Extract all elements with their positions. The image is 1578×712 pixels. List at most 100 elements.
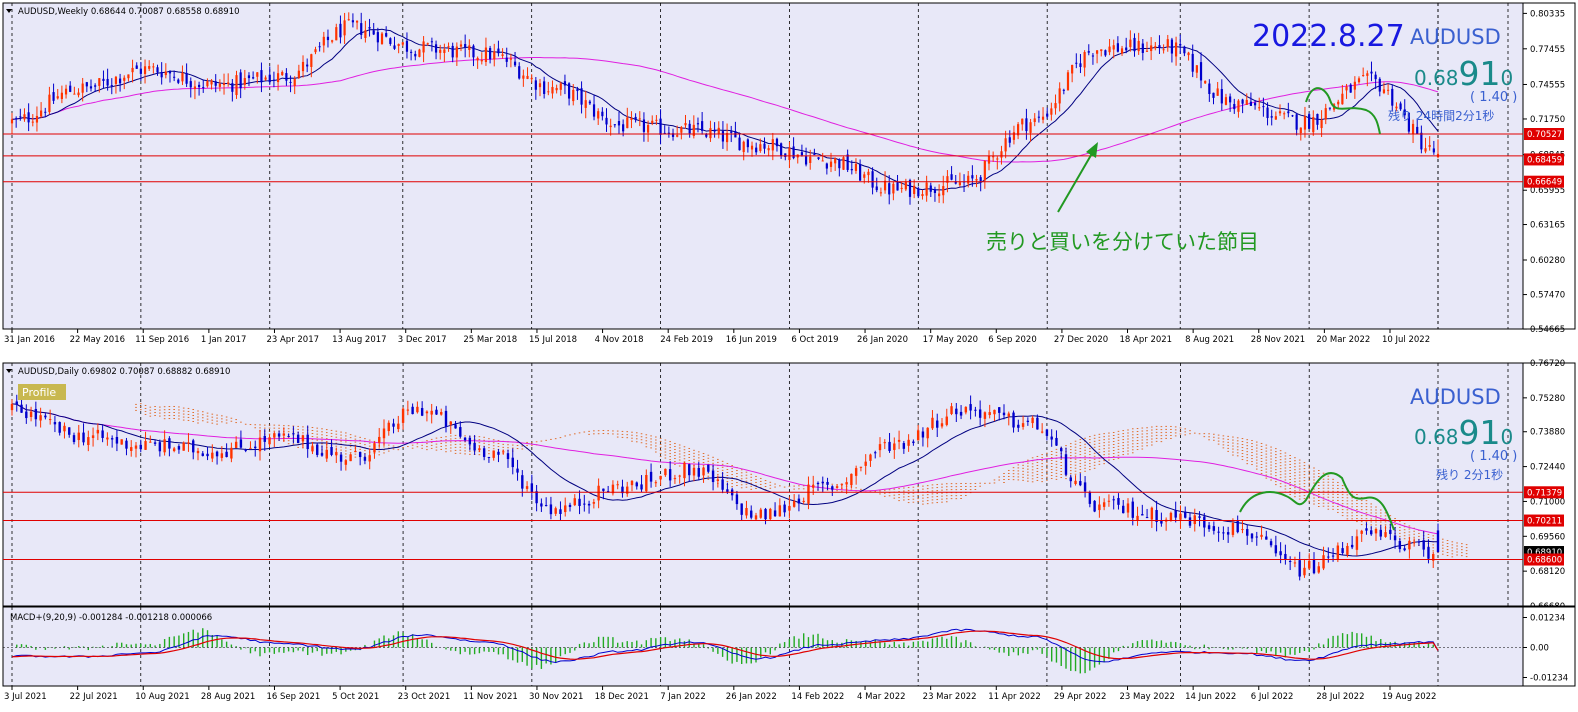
daily-cloud-dot xyxy=(1317,475,1320,477)
daily-cloud-dot xyxy=(945,489,948,491)
daily-cloud-dot xyxy=(1246,463,1249,465)
daily-cloud-dot xyxy=(664,445,667,447)
weekly-candle-body xyxy=(1154,46,1157,49)
daily-candle-body xyxy=(406,409,410,411)
daily-cloud-dot xyxy=(1384,515,1387,517)
daily-cloud-dot xyxy=(1241,453,1244,455)
daily-cloud-dot xyxy=(769,487,772,489)
daily-cloud-dot xyxy=(1155,437,1158,439)
daily-candle-body xyxy=(20,404,23,413)
daily-y-label: 0.76720 xyxy=(1530,359,1565,369)
daily-cloud-dot xyxy=(1303,477,1306,479)
daily-candle-body xyxy=(1131,501,1134,518)
weekly-candle-body xyxy=(1129,39,1132,48)
daily-cloud-dot xyxy=(1375,524,1377,526)
daily-cloud-dot xyxy=(192,409,195,411)
weekly-horizontal-levels[interactable] xyxy=(3,133,1523,183)
weekly-candle-body xyxy=(742,141,745,153)
daily-menu-triangle-icon[interactable] xyxy=(6,369,12,373)
daily-cloud-dot xyxy=(1432,535,1435,537)
daily-cloud-dot xyxy=(1117,436,1120,438)
daily-cloud-dot xyxy=(1375,506,1377,508)
weekly-candle-body xyxy=(110,85,113,87)
weekly-y-label: 0.57470 xyxy=(1530,291,1565,301)
daily-cloud-dot xyxy=(483,442,485,444)
daily-cloud-dot xyxy=(664,451,667,453)
daily-cloud-dot xyxy=(454,434,457,436)
daily-cloud-dot xyxy=(1313,500,1315,502)
daily-cloud-dot xyxy=(502,443,505,445)
daily-x-label: 23 Oct 2021 xyxy=(398,692,451,702)
daily-cloud-dot xyxy=(1303,468,1306,470)
weekly-candle-body xyxy=(534,80,537,90)
daily-candle-body xyxy=(1327,556,1330,558)
macd-y-label: 0.01234 xyxy=(1530,614,1565,624)
daily-cloud-dot xyxy=(1298,489,1301,491)
daily-cloud-dot xyxy=(1260,454,1263,456)
daily-cloud-dot xyxy=(1356,509,1358,511)
weekly-candle-body xyxy=(293,78,296,86)
weekly-candle-body xyxy=(472,45,475,58)
weekly-candle-body xyxy=(684,123,687,126)
daily-cloud-dot xyxy=(631,434,633,436)
daily-cloud-dot xyxy=(669,450,671,452)
daily-cloud-dot xyxy=(550,438,552,440)
daily-cloud-dot xyxy=(216,420,218,422)
daily-cloud-dot xyxy=(1017,464,1020,466)
daily-cloud-dot xyxy=(950,489,953,491)
daily-cloud-dot xyxy=(521,445,524,447)
weekly-candle-body xyxy=(1079,63,1082,67)
daily-cloud-dot xyxy=(931,487,934,489)
weekly-candle-body xyxy=(1291,115,1294,117)
daily-cloud-dot xyxy=(1322,505,1325,507)
daily-cloud-dot xyxy=(340,440,342,442)
daily-cloud-dot xyxy=(211,419,214,421)
weekly-chart-panel[interactable]: 0.803350.774550.745550.717500.688450.659… xyxy=(2,2,1576,345)
weekly-candle-body xyxy=(1174,42,1178,57)
daily-cloud-dot xyxy=(1151,426,1153,428)
daily-cloud-dot xyxy=(960,497,962,499)
daily-cloud-dot xyxy=(1303,465,1306,467)
daily-cloud-dot xyxy=(1093,467,1096,469)
daily-cloud-dot xyxy=(1069,455,1072,457)
weekly-chart-header: AUDUSD,Weekly 0.68644 0.70087 0.68558 0.… xyxy=(18,7,240,17)
daily-cloud-dot xyxy=(211,422,214,424)
daily-cloud-dot xyxy=(354,444,357,446)
daily-cloud-dot xyxy=(1313,467,1315,469)
daily-candle-body xyxy=(15,401,18,405)
daily-cloud-dot xyxy=(1394,518,1396,520)
daily-cloud-dot xyxy=(1122,430,1125,432)
daily-cloud-dot xyxy=(426,446,428,448)
daily-cloud-dot xyxy=(259,424,261,426)
daily-cloud-dot xyxy=(1341,494,1344,496)
daily-cloud-dot xyxy=(612,433,614,435)
weekly-candle-body xyxy=(301,61,305,72)
daily-candle-body xyxy=(282,433,286,436)
weekly-candle-body xyxy=(705,133,708,137)
daily-candle-body xyxy=(172,448,176,452)
daily-cloud-dot xyxy=(1131,443,1134,445)
daily-cloud-dot xyxy=(1136,431,1139,433)
daily-cloud-dot xyxy=(1103,460,1105,462)
daily-cloud-dot xyxy=(883,492,886,494)
daily-cloud-dot xyxy=(955,483,958,485)
daily-cloud-dot xyxy=(1384,521,1387,523)
daily-cloud-dot xyxy=(941,501,943,503)
daily-chart-panel[interactable]: 0.767200.752800.738800.724400.710000.695… xyxy=(2,359,1576,612)
daily-cloud-dot xyxy=(1298,495,1301,497)
daily-cloud-dot xyxy=(492,439,495,441)
daily-cloud-dot xyxy=(1260,466,1263,468)
daily-cloud-dot xyxy=(917,498,919,500)
daily-cloud-dot xyxy=(235,419,237,421)
daily-cloud-dot xyxy=(1327,475,1330,477)
chart-menu-triangle-icon[interactable] xyxy=(6,9,12,13)
daily-cloud-dot xyxy=(1155,425,1158,427)
daily-cloud-dot xyxy=(650,444,652,446)
daily-cloud-dot xyxy=(182,413,185,415)
daily-cloud-dot xyxy=(1241,450,1244,452)
daily-cloud-dot xyxy=(1117,439,1120,441)
profile-button[interactable] xyxy=(18,384,66,400)
daily-cloud-dot xyxy=(497,443,500,445)
daily-cloud-dot xyxy=(368,445,371,447)
